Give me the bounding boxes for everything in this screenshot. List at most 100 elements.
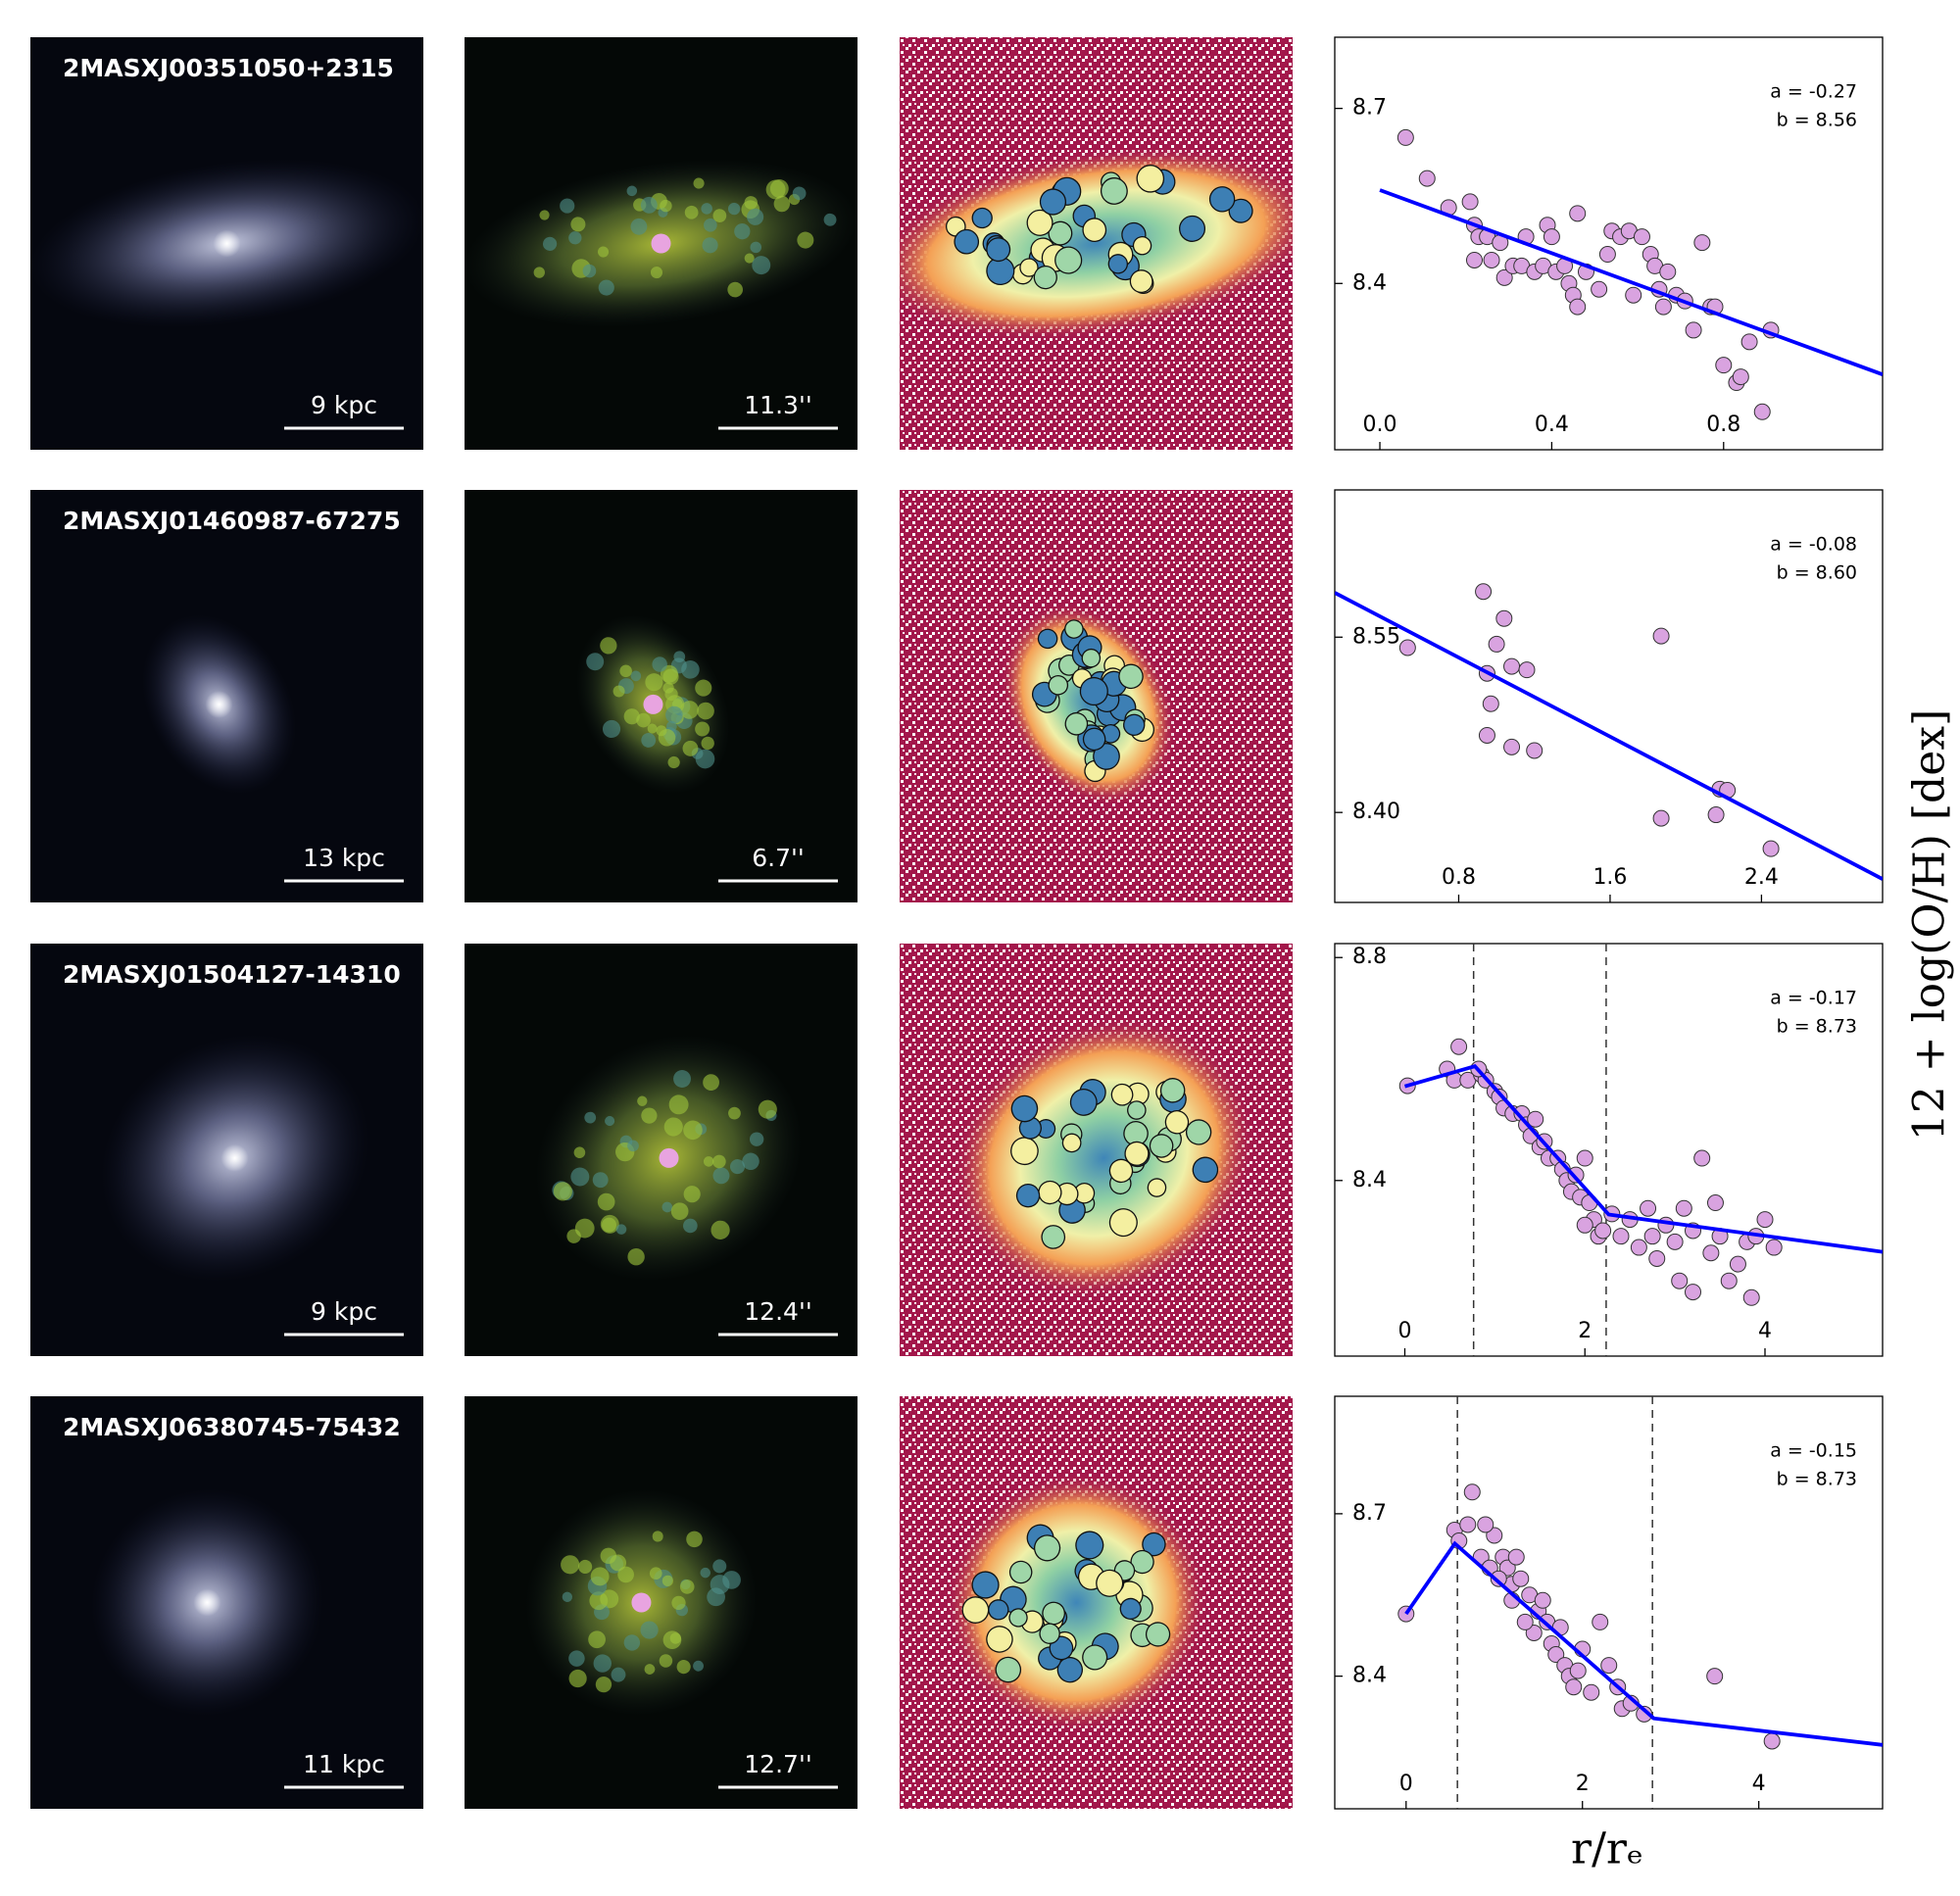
- hii-knot: [747, 208, 764, 225]
- data-point: [1666, 1233, 1684, 1250]
- hii-knot: [683, 1186, 701, 1203]
- hii-knot: [626, 185, 638, 197]
- hii-region: [1010, 1094, 1039, 1123]
- data-point: [1707, 806, 1725, 824]
- hii-knot: [823, 213, 837, 226]
- data-point: [1465, 251, 1483, 268]
- data-point: [1567, 1166, 1585, 1184]
- hii-region: [961, 1596, 990, 1624]
- hii-knot: [729, 1159, 746, 1175]
- y-tick-label: 8.55: [1352, 624, 1400, 649]
- data-point: [1706, 1194, 1724, 1212]
- fit-line: [1403, 1064, 1883, 1254]
- data-point: [1763, 1732, 1781, 1750]
- x-tick-label: 0: [1399, 1772, 1413, 1796]
- hii-knot: [600, 1547, 617, 1565]
- data-point: [1507, 1548, 1525, 1566]
- hii-knot: [712, 1559, 727, 1574]
- hii-region: [1145, 1622, 1171, 1647]
- hii-knot: [636, 712, 651, 728]
- data-point: [1648, 1249, 1666, 1267]
- hii-knot: [695, 679, 712, 697]
- hii-region: [1042, 1601, 1066, 1626]
- hii-region: [1179, 215, 1206, 242]
- hii-knot: [662, 1575, 674, 1587]
- data-point: [1483, 251, 1500, 268]
- hii-region: [1132, 236, 1152, 256]
- hii-knot: [722, 1571, 741, 1589]
- galaxy-core: [213, 229, 241, 258]
- hii-knot: [742, 1152, 760, 1171]
- hii-region: [1069, 1089, 1098, 1116]
- hii-knot: [570, 1167, 590, 1187]
- data-point: [1592, 1613, 1609, 1630]
- y-tick-label: 8.4: [1352, 270, 1387, 295]
- hii-knot: [627, 1248, 645, 1266]
- hii-region: [1010, 1137, 1039, 1166]
- hii-region: [1008, 1608, 1028, 1628]
- hii-knot: [695, 721, 710, 737]
- hii-knot: [586, 653, 605, 671]
- galaxy-core: [193, 1588, 221, 1617]
- hii-region: [988, 1599, 1009, 1621]
- hii-knot: [641, 733, 657, 748]
- scale-label: 9 kpc: [311, 1297, 377, 1326]
- hii-knot: [701, 736, 714, 751]
- hii-knot: [710, 1220, 730, 1240]
- hii-knot: [744, 253, 755, 264]
- hii-region: [1064, 619, 1084, 639]
- hii-knot: [623, 708, 640, 725]
- fit-annotation: b = 8.56: [1777, 110, 1857, 131]
- hii-knot: [600, 637, 617, 655]
- galaxy-core: [659, 1147, 679, 1168]
- hii-region: [1039, 1623, 1060, 1644]
- x-tick-label: 0.8: [1706, 413, 1740, 437]
- data-point: [1488, 635, 1505, 653]
- image-panel: 2MASXJ01504127-14310: [30, 944, 423, 1356]
- hii-region: [1041, 1225, 1066, 1249]
- hii-knot: [584, 1111, 597, 1124]
- y-tick-label: 8.4: [1352, 1168, 1387, 1192]
- data-point: [1418, 170, 1436, 187]
- hii-knot: [707, 1587, 725, 1607]
- hii-region: [971, 207, 993, 229]
- hii-region: [1061, 1133, 1082, 1153]
- x-tick-label: 2: [1576, 1772, 1590, 1796]
- y-axis-label: 12 + log(O/H) [dex]: [1905, 709, 1955, 1142]
- hii-knot: [734, 223, 751, 240]
- hii-knot: [652, 1531, 663, 1542]
- hii-region: [1159, 1078, 1186, 1103]
- hii-knot: [619, 664, 632, 678]
- hii-region: [1110, 1083, 1134, 1106]
- data-point: [1534, 1591, 1551, 1609]
- data-point: [1702, 1244, 1720, 1262]
- hii-knot: [681, 660, 700, 679]
- hii-knot: [765, 179, 786, 200]
- hii-region: [1147, 1178, 1167, 1197]
- hii-region: [1048, 220, 1073, 246]
- hii-knot: [630, 670, 642, 682]
- fit-annotation: a = -0.27: [1770, 81, 1857, 103]
- data-point: [1516, 1613, 1534, 1630]
- hii-knot: [659, 1654, 673, 1668]
- hii-knot: [623, 1634, 641, 1651]
- hii-knot: [758, 1099, 777, 1119]
- hii-knot: [573, 1146, 586, 1159]
- hii-region: [1129, 269, 1153, 294]
- hii-knot: [670, 1202, 689, 1221]
- data-point: [1675, 1199, 1692, 1217]
- hii-region: [1164, 1110, 1190, 1135]
- data-point: [1576, 1149, 1593, 1167]
- hii-knot: [660, 199, 672, 213]
- hii-knot: [598, 279, 614, 296]
- plot-frame: [1334, 489, 1884, 903]
- hii-region: [1096, 1569, 1124, 1597]
- data-point: [1527, 1110, 1544, 1128]
- data-point: [1495, 268, 1513, 286]
- hii-region: [1038, 1180, 1062, 1205]
- x-axis-label: r/rₑ: [1571, 1824, 1643, 1874]
- y-tick-label: 8.40: [1352, 800, 1400, 824]
- data-point: [1742, 1288, 1760, 1306]
- hii-region: [1082, 1644, 1108, 1671]
